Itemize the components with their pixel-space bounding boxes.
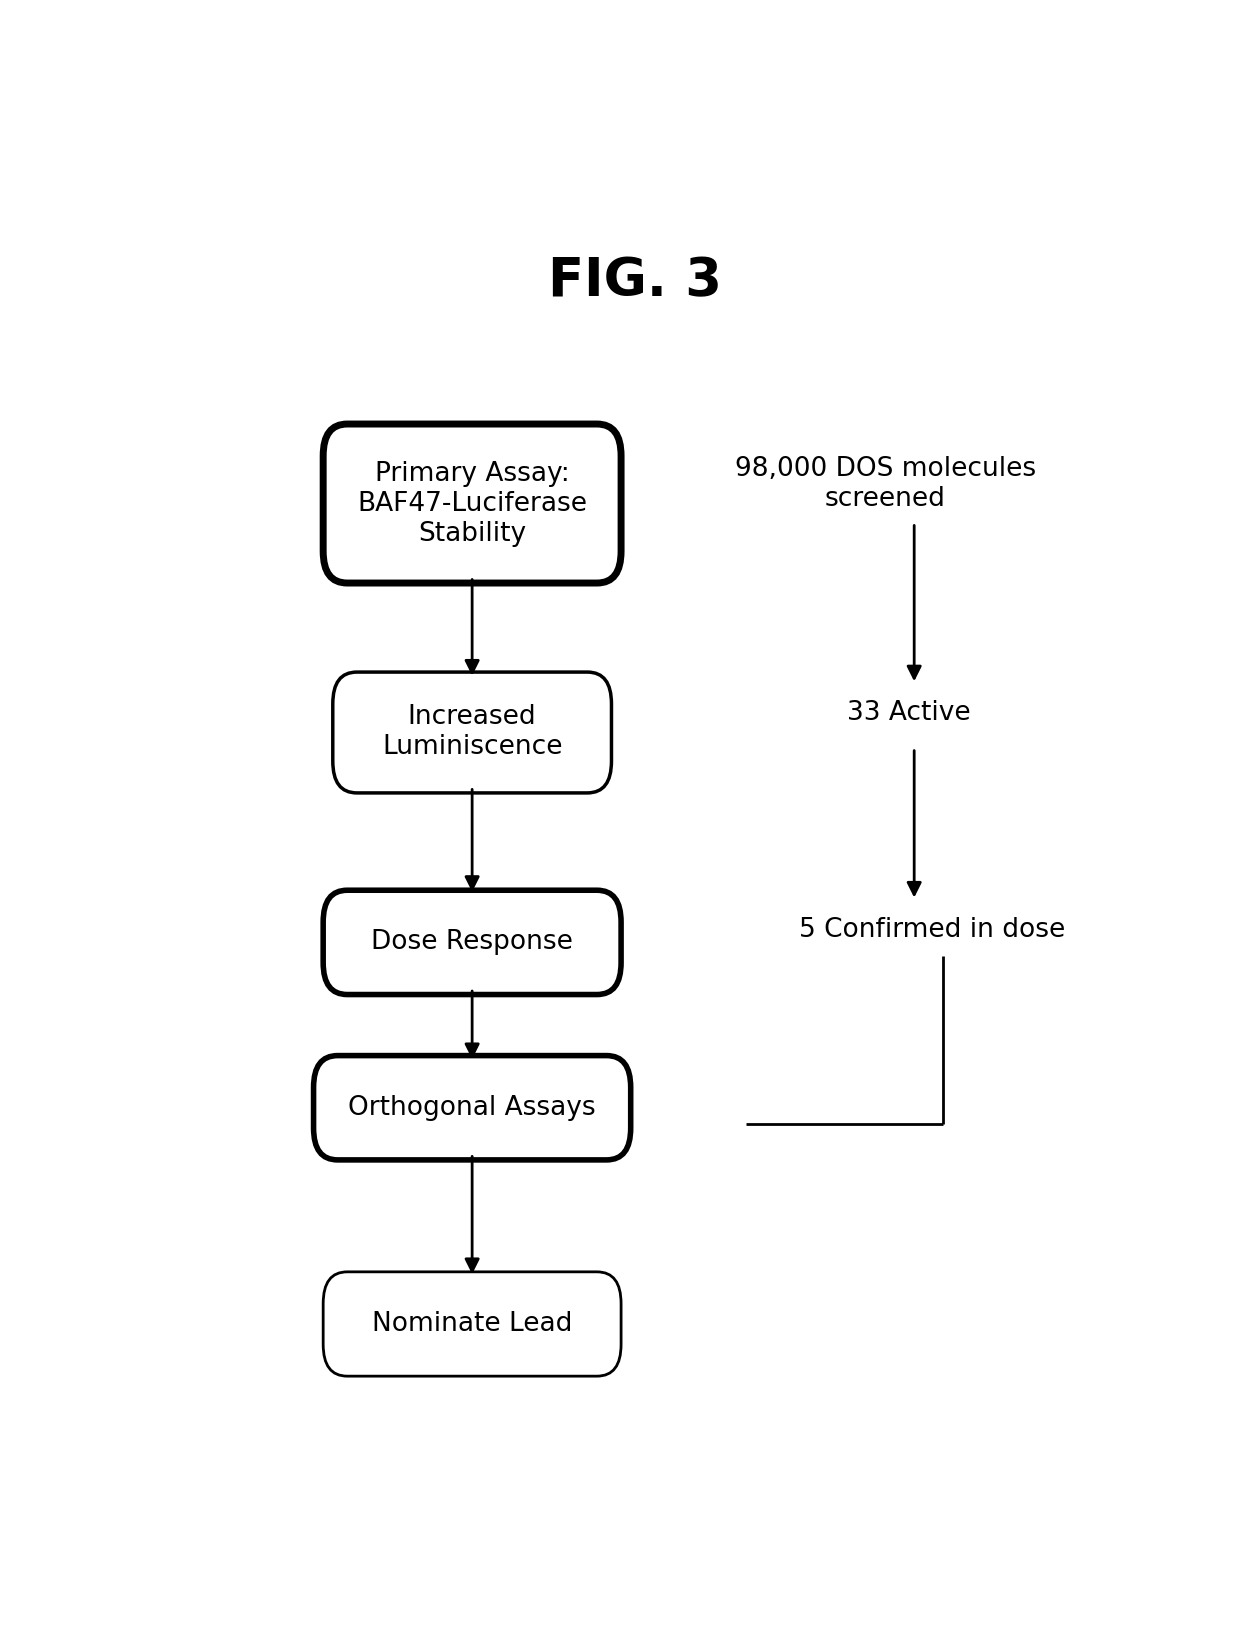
Text: 5 Confirmed in dose: 5 Confirmed in dose <box>799 917 1065 943</box>
FancyBboxPatch shape <box>314 1056 631 1160</box>
FancyBboxPatch shape <box>324 890 621 995</box>
Text: Dose Response: Dose Response <box>371 930 573 955</box>
FancyBboxPatch shape <box>324 1272 621 1376</box>
Text: 33 Active: 33 Active <box>847 700 971 727</box>
Text: Increased
Luminiscence: Increased Luminiscence <box>382 704 563 760</box>
Text: 98,000 DOS molecules
screened: 98,000 DOS molecules screened <box>735 456 1035 512</box>
FancyBboxPatch shape <box>324 425 621 583</box>
Text: Nominate Lead: Nominate Lead <box>372 1312 573 1336</box>
Text: FIG. 3: FIG. 3 <box>548 254 723 307</box>
FancyBboxPatch shape <box>332 672 611 793</box>
Text: Primary Assay:
BAF47-Luciferase
Stability: Primary Assay: BAF47-Luciferase Stabilit… <box>357 461 587 547</box>
Text: Orthogonal Assays: Orthogonal Assays <box>348 1095 596 1120</box>
